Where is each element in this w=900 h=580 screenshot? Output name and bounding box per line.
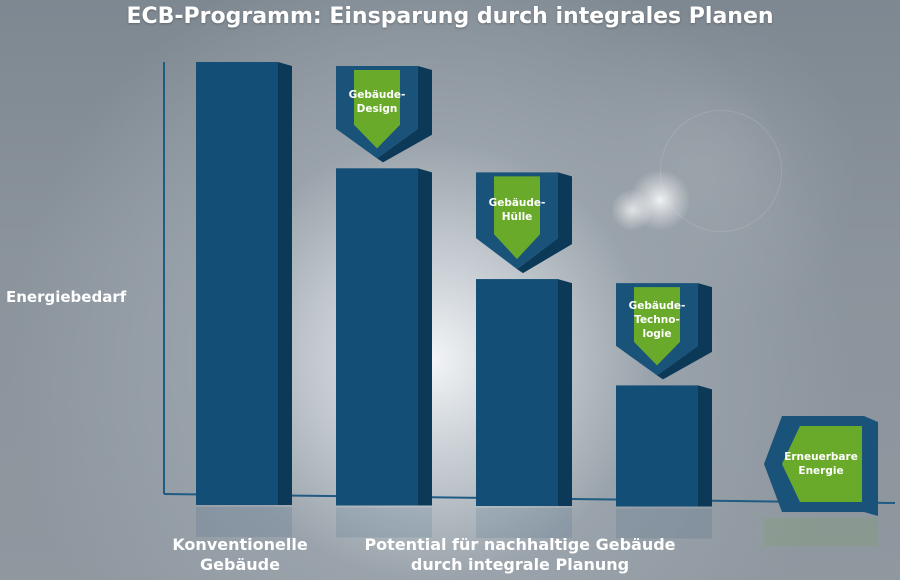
x-group-label-line: Konventionelle bbox=[172, 535, 308, 554]
bar-reflection bbox=[196, 507, 292, 537]
bar bbox=[616, 385, 698, 507]
x-group-label-conventional: Konventionelle Gebäude bbox=[160, 535, 320, 575]
step-arrow bbox=[354, 70, 400, 149]
step-label-line: Gebäude- bbox=[628, 300, 686, 312]
step-arrow-side bbox=[517, 172, 572, 274]
x-group-label-line: Potential für nachhaltige Gebäude bbox=[364, 535, 676, 554]
bar-side bbox=[418, 168, 432, 506]
step-reflection bbox=[764, 518, 878, 546]
step-label-line: Energie bbox=[798, 465, 844, 477]
bar bbox=[336, 168, 418, 506]
x-group-label-potential: Potential für nachhaltige Gebäude durch … bbox=[340, 535, 700, 575]
step-label-line: logie bbox=[642, 328, 672, 340]
bar bbox=[196, 62, 278, 505]
bar-reflection bbox=[476, 508, 572, 538]
x-group-label-line: Gebäude bbox=[200, 555, 280, 574]
x-group-label-line: durch integrale Planung bbox=[410, 555, 630, 574]
step-label: Gebäude- Design bbox=[336, 88, 418, 116]
step-label-line: Gebäude- bbox=[348, 89, 406, 101]
step-arrow bbox=[634, 287, 680, 366]
bar-side bbox=[698, 385, 712, 507]
y-axis-label: Energiebedarf bbox=[6, 288, 127, 306]
step-label-line: Design bbox=[356, 103, 398, 115]
step-arrow-side bbox=[657, 283, 712, 380]
step-arrow bbox=[494, 176, 540, 260]
step-label-line: Hülle bbox=[501, 211, 533, 223]
step-arrow bbox=[782, 426, 862, 502]
bar-side bbox=[558, 279, 572, 506]
bar-reflection bbox=[616, 508, 712, 539]
step-label-line: Gebäude- bbox=[488, 197, 546, 209]
step-label: Gebäude- Techno-logie bbox=[616, 299, 698, 341]
step-label: Erneuerbare Energie bbox=[778, 450, 864, 478]
bar-side bbox=[278, 62, 292, 505]
step-label: Gebäude- Hülle bbox=[476, 196, 558, 224]
step-label-line: Erneuerbare bbox=[784, 451, 858, 463]
step-label-line: Techno- bbox=[634, 314, 680, 326]
step-arrow-side bbox=[377, 66, 432, 163]
bar-reflection bbox=[336, 507, 432, 538]
bar bbox=[476, 279, 558, 506]
chart-title: ECB-Programm: Einsparung durch integrale… bbox=[126, 4, 774, 29]
